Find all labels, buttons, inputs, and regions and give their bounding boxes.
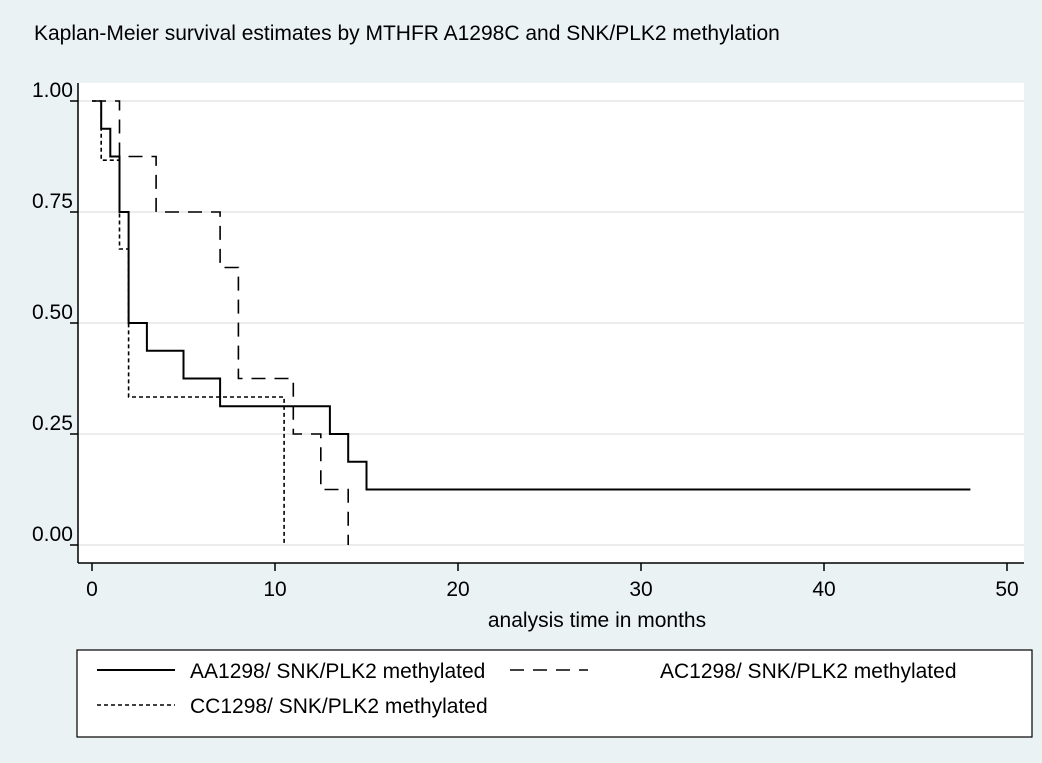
chart-title: Kaplan-Meier survival estimates by MTHFR…: [34, 22, 780, 45]
legend-label-1: AA1298/ SNK/PLK2 methylated: [190, 660, 485, 683]
x-tick-label: 0: [86, 578, 98, 601]
x-tick-label: 10: [263, 578, 286, 601]
series-lines: [92, 100, 971, 545]
series-line-2: [92, 100, 350, 545]
x-axis-label: analysis time in months: [488, 609, 706, 632]
legend-box: [76, 649, 1033, 738]
y-tick-label: 0.00: [32, 523, 73, 546]
gridlines: [78, 100, 1024, 546]
y-tick-label: 0.75: [32, 190, 73, 213]
x-tick-label: 50: [995, 578, 1018, 601]
legend-label-2: AC1298/ SNK/PLK2 methylated: [660, 660, 957, 683]
series-line-3: [92, 100, 285, 545]
y-tick-label: 0.50: [32, 301, 73, 324]
x-tick-label: 40: [812, 578, 835, 601]
legend-label-3: CC1298/ SNK/PLK2 methylated: [190, 695, 488, 718]
y-tick-label: 0.25: [32, 412, 73, 435]
x-tick-label: 20: [446, 578, 469, 601]
series-line-1: [100, 101, 971, 491]
legend: AA1298/ SNK/PLK2 methylated AC1298/ SNK/P…: [76, 649, 1033, 738]
y-tick-label: 1.00: [32, 79, 73, 102]
axes: 0.00 0.25 0.50 0.75 1.00 0 10 20 30 40 50: [32, 79, 1024, 601]
x-tick-label: 30: [629, 578, 652, 601]
